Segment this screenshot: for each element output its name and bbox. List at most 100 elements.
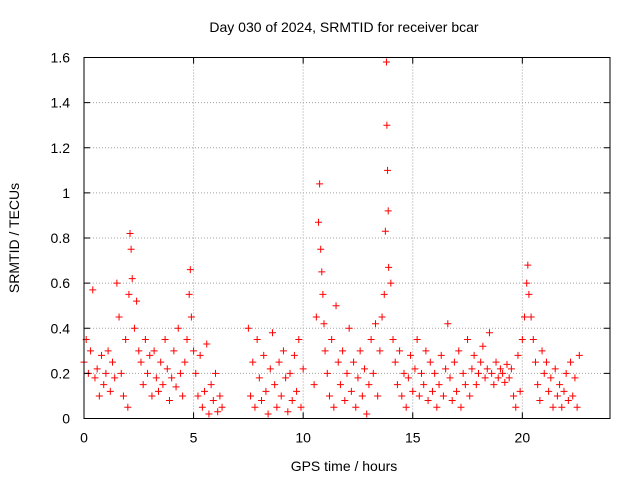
- data-point: [137, 358, 145, 366]
- data-point: [176, 369, 184, 377]
- data-point: [531, 358, 539, 366]
- data-point: [262, 387, 270, 395]
- data-point: [315, 218, 323, 226]
- data-point: [290, 351, 298, 359]
- data-point: [575, 351, 583, 359]
- x-tick-label: 0: [80, 430, 88, 446]
- data-point: [551, 365, 559, 373]
- data-point: [369, 369, 377, 377]
- data-point: [383, 121, 391, 129]
- data-point: [190, 347, 198, 355]
- chart-title: Day 030 of 2024, SRMTID for receiver bca…: [209, 19, 479, 35]
- data-point: [387, 279, 395, 287]
- data-point: [542, 358, 550, 366]
- data-point: [334, 358, 342, 366]
- data-point: [382, 58, 390, 66]
- data-point: [255, 374, 263, 382]
- data-point: [409, 387, 417, 395]
- data-point: [165, 396, 173, 404]
- data-point: [413, 336, 421, 344]
- data-point: [479, 342, 487, 350]
- data-point: [150, 347, 158, 355]
- data-point: [501, 378, 509, 386]
- data-point: [139, 381, 147, 389]
- x-tick-label: 5: [190, 430, 198, 446]
- data-point: [448, 396, 456, 404]
- grid-lines: [84, 57, 610, 419]
- data-point: [450, 358, 458, 366]
- data-point: [347, 387, 355, 395]
- data-point: [524, 261, 532, 269]
- data-point: [415, 392, 423, 400]
- data-point: [293, 387, 301, 395]
- data-point: [251, 403, 259, 411]
- data-point: [523, 279, 531, 287]
- data-point: [144, 369, 152, 377]
- data-point: [453, 387, 461, 395]
- data-point: [279, 347, 287, 355]
- data-point: [91, 374, 99, 382]
- data-point: [439, 392, 447, 400]
- data-point: [529, 336, 537, 344]
- data-point: [385, 263, 393, 271]
- data-point: [117, 369, 125, 377]
- data-point: [198, 403, 206, 411]
- data-point: [389, 336, 397, 344]
- data-point: [418, 369, 426, 377]
- data-point: [564, 396, 572, 404]
- data-point: [253, 336, 261, 344]
- data-point: [203, 340, 211, 348]
- data-point: [93, 365, 101, 373]
- data-point: [168, 374, 176, 382]
- data-point: [95, 392, 103, 400]
- data-point: [181, 358, 189, 366]
- data-point: [192, 369, 200, 377]
- data-point: [424, 396, 432, 404]
- data-point: [384, 207, 392, 215]
- data-point: [472, 381, 480, 389]
- data-point: [288, 396, 296, 404]
- data-point: [179, 392, 187, 400]
- y-tick-label: 1: [62, 185, 70, 201]
- data-point: [350, 358, 358, 366]
- y-tick-labels: 0 0.2 0.4 0.6 0.8 1 1.2 1.4 1.6: [51, 50, 71, 427]
- data-point: [503, 360, 511, 368]
- y-axis-label: SRMTID / TECUs: [6, 183, 22, 293]
- data-point: [525, 290, 533, 298]
- data-point: [396, 347, 404, 355]
- data-point: [194, 392, 202, 400]
- data-point: [325, 392, 333, 400]
- data-point: [345, 324, 353, 332]
- data-point: [536, 396, 544, 404]
- data-point: [446, 374, 454, 382]
- data-point: [341, 396, 349, 404]
- data-point: [320, 320, 328, 328]
- data-point: [284, 408, 292, 416]
- data-point: [411, 365, 419, 373]
- data-point: [316, 180, 324, 188]
- data-point: [115, 313, 123, 321]
- data-point: [428, 387, 436, 395]
- data-point: [422, 347, 430, 355]
- data-point: [391, 358, 399, 366]
- data-point: [363, 410, 371, 418]
- data-point: [560, 387, 568, 395]
- data-point: [102, 369, 110, 377]
- data-point: [319, 290, 327, 298]
- data-point: [321, 347, 329, 355]
- data-point: [98, 351, 106, 359]
- data-point: [295, 336, 303, 344]
- data-point: [545, 387, 553, 395]
- data-point: [277, 392, 285, 400]
- data-point: [475, 369, 482, 377]
- data-point: [126, 229, 134, 237]
- data-point: [332, 302, 340, 310]
- data-point: [457, 403, 465, 411]
- x-axis-label: GPS time / hours: [291, 458, 398, 474]
- data-point: [527, 313, 535, 321]
- data-point: [196, 351, 204, 359]
- data-point: [155, 387, 163, 395]
- data-point: [378, 313, 386, 321]
- data-point: [244, 324, 252, 332]
- data-point: [512, 403, 520, 411]
